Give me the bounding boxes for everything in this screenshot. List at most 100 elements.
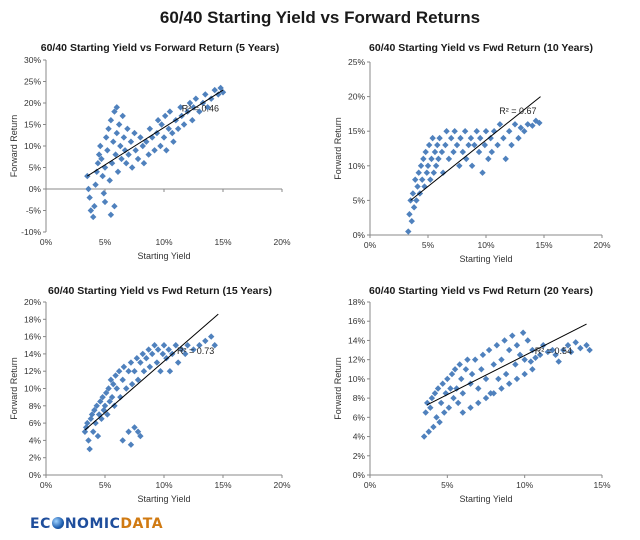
data-point [529, 346, 536, 354]
data-point [159, 350, 167, 358]
data-point [146, 125, 154, 132]
data-point [506, 128, 513, 135]
data-point [482, 128, 490, 135]
data-point [482, 394, 490, 402]
data-point [208, 333, 215, 340]
r-squared-label: R² = 0.54 [535, 346, 572, 356]
data-point [427, 176, 434, 183]
data-point [420, 155, 427, 163]
data-point [475, 399, 482, 407]
data-point [184, 108, 191, 115]
data-point [190, 104, 197, 111]
data-point [125, 428, 132, 435]
data-point [134, 155, 142, 163]
data-point [458, 375, 465, 383]
x-axis-label: Starting Yield [137, 251, 190, 261]
x-tick-label: 20% [273, 237, 290, 247]
data-point [409, 190, 417, 197]
y-tick-label: 15% [348, 126, 365, 136]
data-point [163, 147, 170, 154]
chart-title: 60/40 Starting Yield vs Fwd Return (15 Y… [48, 285, 272, 297]
data-point [123, 385, 130, 392]
data-point [174, 359, 182, 366]
data-point [196, 342, 203, 349]
data-point [94, 432, 102, 440]
data-point [422, 409, 429, 416]
data-point [184, 342, 191, 349]
data-point [119, 112, 126, 120]
chart-3: 60/40 Starting Yield vs Fwd Return (15 Y… [9, 285, 291, 504]
data-point [405, 228, 412, 235]
data-point [166, 108, 174, 115]
data-point [451, 128, 458, 135]
data-point [112, 372, 119, 379]
data-point [119, 376, 126, 384]
data-point [99, 393, 106, 401]
data-point [536, 351, 544, 359]
data-point [517, 124, 524, 131]
data-point [102, 134, 110, 141]
data-point [495, 375, 502, 383]
data-point [132, 147, 139, 154]
y-tick-label: 10% [348, 374, 365, 384]
data-point [101, 164, 109, 171]
data-point [172, 342, 179, 349]
data-point [115, 368, 123, 375]
data-point [170, 138, 177, 145]
data-point [414, 183, 421, 190]
data-point [511, 121, 519, 128]
y-tick-label: 12% [24, 366, 41, 376]
data-point [439, 169, 447, 176]
data-point [157, 142, 164, 150]
data-point [463, 155, 470, 163]
data-point [425, 141, 433, 149]
y-tick-label: 12% [348, 355, 365, 365]
data-point [145, 346, 152, 353]
logo-text-2: NOMIC [64, 516, 121, 532]
data-point [513, 342, 521, 349]
x-tick-label: 0% [40, 237, 53, 247]
y-tick-label: 14% [24, 349, 41, 359]
y-tick-label: 0% [29, 184, 42, 194]
data-point [498, 356, 505, 363]
x-tick-label: 10% [516, 480, 533, 490]
data-point [112, 151, 119, 158]
data-point [509, 332, 516, 339]
x-tick-label: 5% [441, 480, 454, 490]
data-point [428, 394, 436, 402]
data-point [438, 148, 446, 156]
data-point [127, 359, 135, 366]
data-point [467, 134, 475, 142]
data-point [137, 432, 144, 440]
data-point [160, 342, 168, 349]
chart-title: 60/40 Starting Yield vs Fwd Return (20 Y… [369, 285, 593, 297]
y-tick-label: 30% [24, 55, 41, 65]
data-point [451, 366, 459, 373]
data-point [436, 134, 443, 142]
data-point [448, 134, 455, 142]
y-tick-label: 0% [353, 470, 366, 480]
data-point [85, 437, 92, 444]
data-point [467, 404, 474, 411]
data-point [90, 213, 97, 221]
data-point [161, 112, 169, 120]
data-point [415, 169, 422, 176]
y-tick-label: 25% [24, 77, 41, 87]
data-point [408, 217, 415, 225]
y-axis-label: Forward Return [333, 117, 343, 180]
y-tick-label: 4% [353, 432, 366, 442]
r-squared-label: R² = 0.46 [182, 104, 219, 114]
data-point [87, 207, 95, 214]
data-point [442, 141, 449, 149]
data-point [493, 342, 501, 349]
y-tick-label: -10% [21, 227, 41, 237]
data-point [516, 351, 524, 359]
data-point [468, 370, 476, 378]
y-tick-label: 14% [348, 335, 365, 345]
data-point [459, 409, 466, 416]
data-point [174, 125, 182, 132]
data-point [165, 346, 172, 353]
data-point [444, 375, 451, 383]
data-point [434, 385, 442, 392]
data-point [502, 155, 509, 163]
